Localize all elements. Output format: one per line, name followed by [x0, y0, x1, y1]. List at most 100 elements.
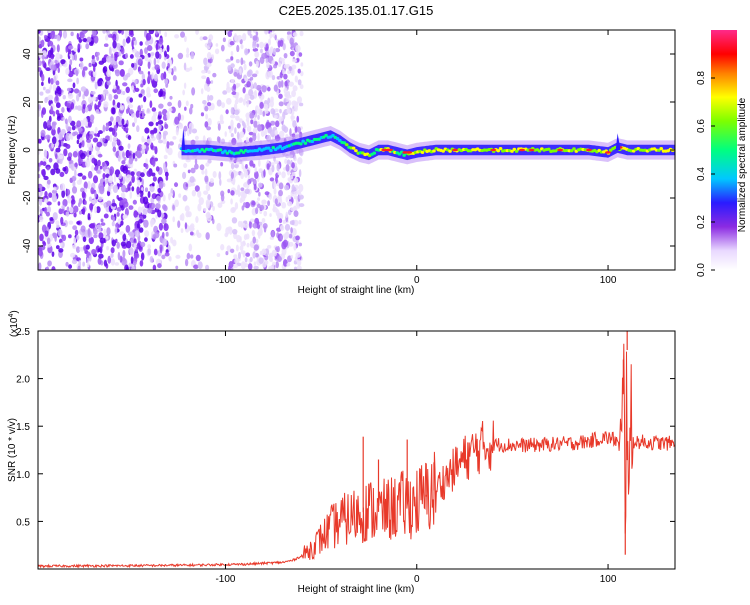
spectrogram-cell [281, 171, 286, 179]
spectrogram-cell [60, 242, 63, 247]
spectrogram-cell [129, 109, 134, 115]
snr-multiplier-label: (x104) [8, 310, 20, 337]
spectrogram-cell [149, 129, 156, 135]
spectrogram-cell [245, 112, 251, 119]
snr-x-ticks: -100 0 100 [215, 331, 617, 585]
spectrogram-cell [252, 222, 258, 229]
spectrogram-cell [68, 49, 72, 55]
spectrogram-cell [140, 83, 144, 88]
spectrogram-cell [74, 169, 77, 178]
spectrogram-cell [82, 30, 88, 34]
spectrogram-cell [298, 194, 304, 200]
spectrogram-cell [278, 62, 282, 67]
spectrogram-cell [144, 237, 148, 242]
spectrogram-cell [52, 110, 56, 117]
spectrogram-cell [144, 187, 149, 193]
spectrogram-cell [137, 58, 143, 66]
spectrogram-cell [44, 230, 49, 237]
spectrogram-cell [155, 51, 160, 59]
spectrogram-cell [83, 121, 89, 127]
ridge-hotspot [518, 148, 525, 152]
spectrogram-cell [173, 182, 179, 188]
spectrogram-cell [149, 185, 155, 193]
spectrogram-cell [133, 115, 138, 124]
spectrogram-cell [64, 118, 68, 125]
spectrogram-cell [189, 231, 194, 236]
spectrogram-cell [257, 197, 261, 201]
spectrogram-cell [121, 105, 125, 111]
spectrogram-cell [45, 134, 51, 140]
spectrogram-cell [226, 97, 232, 105]
ridge-cell [202, 149, 207, 153]
spectrogram-cell [133, 252, 140, 259]
spectrogram-cell [194, 185, 200, 192]
snr-frame [37, 330, 676, 570]
spectrogram-cell [137, 179, 141, 186]
spectrogram-cell [105, 125, 110, 131]
spectrogram-cell [106, 70, 112, 77]
spectrogram-cell [94, 126, 98, 135]
spectrogram-cell [283, 126, 289, 133]
spectrogram-cell [132, 199, 137, 205]
ridge-cell [223, 149, 227, 153]
spectrogram-cell [40, 39, 45, 48]
spectrogram-cell [117, 155, 121, 162]
spectrogram-cell [168, 107, 173, 112]
spectrogram-cell [106, 245, 109, 251]
spectrogram-cell [207, 70, 211, 75]
spectrogram-cell [263, 169, 266, 178]
spectrogram-cell [131, 186, 135, 192]
spectrogram-cell [106, 55, 112, 63]
spectrogram-cell [184, 222, 188, 230]
spectrogram-cell [148, 30, 155, 35]
spectrogram-cell [190, 223, 195, 230]
spectrogram-cell [121, 30, 124, 35]
spectrogram-cell [273, 84, 278, 92]
spectrogram-cell [114, 262, 120, 266]
spectrogram-cell [136, 186, 140, 195]
spectrogram-cell [114, 53, 118, 62]
spectrogram-cell [72, 180, 76, 188]
spectrogram-cell [142, 214, 147, 219]
ridge-cell [303, 141, 308, 145]
spectrogram-cell [47, 206, 52, 213]
spectrogram-cell [270, 108, 275, 115]
spectrogram-cell [182, 89, 186, 96]
spectrogram-cell [162, 194, 166, 202]
spectrogram-cell [74, 229, 79, 236]
spectrogram-cell [113, 173, 117, 183]
spectrogram-cell [205, 162, 210, 167]
spectrogram-cell [297, 157, 303, 165]
spectrogram-cell [158, 37, 164, 45]
spectrogram-cell [53, 162, 59, 171]
spectrogram-cell [138, 70, 144, 75]
spectrogram-cell [108, 46, 112, 56]
spectrogram-cell [236, 122, 241, 129]
spectrogram-cell [82, 93, 85, 100]
spectrogram-cell [125, 178, 130, 183]
spectrogram-cell [124, 32, 128, 39]
spectrogram-cell [262, 110, 266, 117]
spectrogram-cell [72, 82, 76, 89]
spectrogram-cell [251, 201, 256, 206]
spectrogram-cell [45, 266, 50, 270]
spectrogram-cell [271, 230, 275, 238]
spectrogram-cell [140, 89, 145, 94]
spectrogram-cell [286, 103, 291, 110]
spectrogram-cell [163, 50, 167, 58]
spectrogram-cell [92, 175, 99, 184]
spectrogram-cell [71, 54, 75, 61]
spectrogram-cell [67, 78, 73, 83]
spectrogram-cell [111, 107, 116, 115]
spectrogram-cell [255, 84, 262, 91]
spectrogram-cell [141, 144, 147, 150]
spectrogram-cell [297, 68, 301, 74]
spectrogram-cell [291, 90, 296, 98]
spectrogram-cell [122, 214, 128, 219]
spectrogram-cell [268, 70, 273, 78]
spectrogram-cell [224, 232, 229, 238]
spectrogram-cell [93, 228, 98, 235]
spectrogram-cell [249, 256, 253, 263]
spectrogram-cell [47, 260, 52, 267]
spectrogram-cell [74, 53, 78, 61]
